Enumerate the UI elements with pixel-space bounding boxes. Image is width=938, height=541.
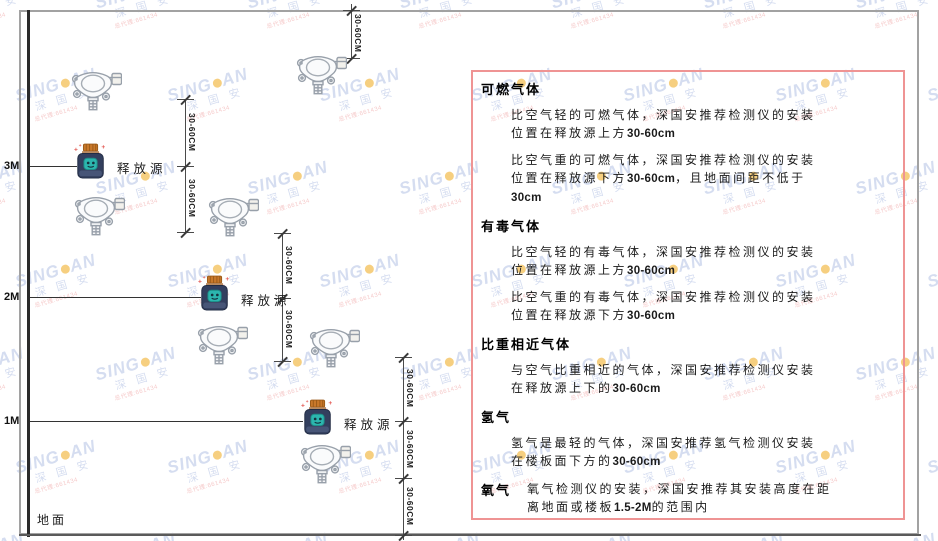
height-tick-label: 2M bbox=[4, 291, 20, 303]
svg-text:+: + bbox=[79, 144, 82, 149]
ground-label: 地面 bbox=[37, 513, 68, 527]
svg-text:+: + bbox=[328, 400, 332, 407]
panel-section: 有毒气体比空气轻的有毒气体，深国安推荐检测仪的安装位置在释放源上方30-60cm… bbox=[481, 216, 895, 325]
height-tick-label: 1M bbox=[4, 415, 20, 427]
panel-paragraph: 比空气重的可燃气体，深国安推荐检测仪的安装位置在释放源下方30-60cm，且地面… bbox=[511, 153, 816, 204]
svg-text:+: + bbox=[225, 276, 229, 283]
release-source-label: 释放源 bbox=[344, 418, 394, 432]
panel-section: 可燃气体比空气轻的可燃气体，深国安推荐检测仪的安装位置在释放源上方30-60cm… bbox=[481, 79, 895, 207]
height-level-line bbox=[30, 297, 201, 298]
dimension-label: 30-60CM bbox=[405, 369, 415, 408]
gas-detector-icon bbox=[70, 70, 123, 112]
panel-section-heading: 比重相近气体 bbox=[481, 337, 572, 352]
gas-detector-icon bbox=[196, 324, 249, 366]
svg-text:+: + bbox=[306, 400, 309, 405]
height-level-line bbox=[30, 421, 303, 422]
dimension-label: 30-60CM bbox=[405, 486, 415, 525]
dimension-line bbox=[403, 357, 404, 540]
height-tick-label: 3M bbox=[4, 160, 20, 172]
release-source: ++++ 释放源 bbox=[74, 143, 167, 186]
panel-paragraph: 比空气轻的可燃气体，深国安推荐检测仪的安装位置在释放源上方30-60cm bbox=[511, 108, 816, 140]
svg-text:+: + bbox=[203, 276, 206, 281]
panel-section-heading: 有毒气体 bbox=[481, 219, 542, 234]
panel-paragraph: 比空气轻的有毒气体，深国安推荐检测仪的安装位置在释放源上方30-60cm bbox=[511, 245, 816, 277]
gas-detector-icon bbox=[73, 195, 126, 237]
dimension-label: 30-60CM bbox=[405, 429, 415, 468]
release-source-label: 释放源 bbox=[117, 162, 167, 176]
svg-text:+: + bbox=[101, 144, 105, 151]
gas-detector-icon bbox=[308, 327, 361, 369]
height-level-line bbox=[30, 166, 77, 167]
panel-section: 氧气 氧气检测仪的安装，深国安推荐其安装高度在距离地面或楼板1.5-2M的范围内 bbox=[481, 480, 895, 517]
height-axis bbox=[27, 10, 30, 537]
panel-section: 氢气氢气是最轻的气体，深国安推荐氢气检测仪安装在楼板面下方的30-60cm bbox=[481, 407, 895, 471]
dimension-line bbox=[351, 4, 352, 58]
panel-paragraph: 氧气检测仪的安装，深国安推荐其安装高度在距离地面或楼板1.5-2M的范围内 bbox=[527, 482, 832, 514]
release-source-icon: ++++ bbox=[301, 399, 335, 442]
panel-section-heading: 氧气 bbox=[481, 483, 512, 498]
dimension-label: 30-60CM bbox=[353, 14, 363, 53]
panel-section-heading: 氢气 bbox=[481, 410, 512, 425]
panel-section-heading: 可燃气体 bbox=[481, 82, 542, 97]
svg-text:+: + bbox=[301, 403, 305, 410]
gas-detector-icon bbox=[295, 54, 348, 96]
release-source: ++++ 释放源 bbox=[198, 275, 291, 318]
guideline-sections: 可燃气体比空气轻的可燃气体，深国安推荐检测仪的安装位置在释放源上方30-60cm… bbox=[481, 79, 895, 541]
gas-detector-icon bbox=[207, 196, 260, 238]
gas-detector-icon bbox=[299, 443, 352, 485]
panel-section: 比重相近气体与空气比重相近的气体，深国安推荐检测仪安装在释放源上下的30-60c… bbox=[481, 334, 895, 398]
dimension-label: 30-60CM bbox=[187, 179, 197, 218]
svg-text:+: + bbox=[74, 147, 78, 154]
panel-paragraph: 氢气是最轻的气体，深国安推荐氢气检测仪安装在楼板面下方的30-60cm bbox=[511, 436, 816, 468]
dimension-label: 30-60CM bbox=[187, 112, 197, 151]
guideline-panel: 可燃气体比空气轻的可燃气体，深国安推荐检测仪的安装位置在释放源上方30-60cm… bbox=[471, 70, 905, 520]
release-source-icon: ++++ bbox=[198, 275, 232, 318]
panel-paragraph: 与空气比重相近的气体，深国安推荐检测仪安装在释放源上下的30-60cm bbox=[511, 363, 816, 395]
svg-text:+: + bbox=[198, 279, 202, 286]
release-source-icon: ++++ bbox=[74, 143, 108, 186]
release-source: ++++ 释放源 bbox=[301, 399, 394, 442]
panel-inline-row: 氧气 氧气检测仪的安装，深国安推荐其安装高度在距离地面或楼板1.5-2M的范围内 bbox=[481, 480, 895, 517]
release-source-label: 释放源 bbox=[241, 294, 291, 308]
ground-line bbox=[19, 534, 921, 536]
panel-paragraph: 比空气重的有毒气体，深国安推荐检测仪的安装位置在释放源下方30-60cm bbox=[511, 290, 816, 322]
